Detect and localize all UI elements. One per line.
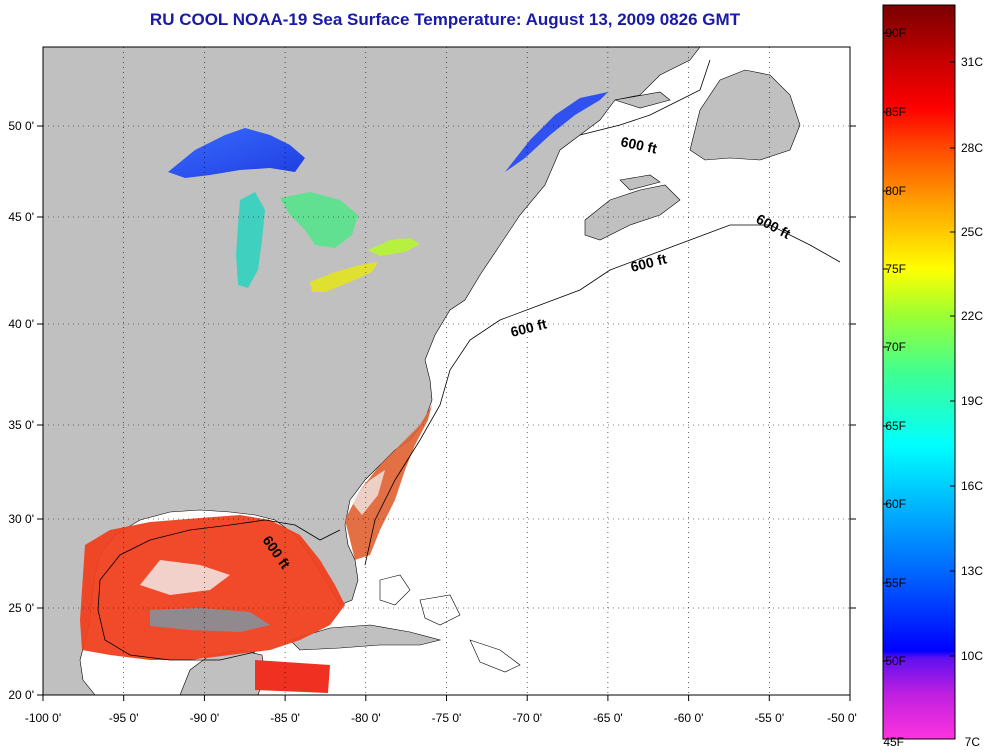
colorbar-f-label: 80F (885, 184, 906, 198)
colorbar-f-label: 60F (885, 497, 906, 511)
contour-600ft-canada (579, 59, 711, 136)
colorbar-c-label: 25C (961, 225, 983, 239)
st-lawrence-river (505, 92, 608, 172)
colorbar-f-label: 45F (883, 735, 904, 749)
map-title: RU COOL NOAA-19 Sea Surface Temperature:… (149, 10, 741, 29)
sst-gulf-patch-cool (150, 608, 270, 632)
lat-tick-label: 25 0' (8, 601, 34, 615)
colorbar-c-labels: 31C 28C 25C 22C 19C 16C 13C 10C 7C (961, 55, 983, 749)
lon-tick-label: -100 0' (25, 711, 61, 725)
lake-michigan (236, 192, 265, 288)
colorbar-f-label: 85F (885, 105, 906, 119)
contour-600ft-atlantic (364, 224, 841, 566)
grid-lines (43, 47, 850, 695)
bahamas-banks (379, 574, 521, 673)
colorbar-f-label: 65F (885, 419, 906, 433)
colorbar-c-label: 28C (961, 141, 983, 155)
colorbar-c-label: 19C (961, 394, 983, 408)
lat-tick-label: 45 0' (8, 210, 34, 224)
land-cuba (289, 624, 442, 651)
lake-huron (280, 192, 358, 248)
colorbar-f-labels: 90F 85F 80F 75F 70F 65F 60F 55F 50F 45F (883, 26, 906, 749)
land-yucatan (179, 649, 266, 695)
lake-superior (168, 128, 305, 178)
sst-atlantic-patch (350, 470, 385, 515)
lon-tick-label: -90 0' (190, 711, 220, 725)
lon-tick-label: -60 0' (674, 711, 704, 725)
tick-marks (37, 125, 856, 701)
colorbar-c-label: 10C (961, 649, 983, 663)
colorbar-f-label: 55F (885, 576, 906, 590)
lat-tick-labels: 50 0' 45 0' 40 0' 35 0' 30 0' 25 0' 20 0… (8, 119, 34, 702)
land-anticosti (614, 91, 671, 109)
colorbar-f-label: 75F (885, 262, 906, 276)
lon-tick-label: -55 0' (754, 711, 784, 725)
lat-tick-label: 50 0' (8, 119, 34, 133)
colorbar-f-label: 90F (885, 26, 906, 40)
lat-tick-label: 35 0' (8, 418, 34, 432)
contour-label: 600 ft (619, 133, 658, 156)
colorbar-c-label: 22C (961, 309, 983, 323)
lon-tick-label: -85 0' (270, 711, 300, 725)
colorbar-c-label: 16C (961, 479, 983, 493)
lake-erie (310, 262, 378, 292)
colorbar-c-label: 31C (961, 55, 983, 69)
colorbar-ticks (883, 32, 955, 662)
lon-tick-label: -80 0' (351, 711, 381, 725)
contour-600ft-gulf (97, 519, 341, 661)
lon-tick-label: -50 0' (827, 711, 857, 725)
lat-tick-label: 40 0' (8, 317, 34, 331)
lon-tick-label: -65 0' (593, 711, 623, 725)
colorbar-f-label: 50F (885, 654, 906, 668)
sst-atlantic-coast (345, 405, 432, 560)
colorbar (882, 4, 956, 740)
sst-gulf-patch (140, 560, 230, 595)
land-newfoundland (689, 69, 801, 161)
lon-tick-label: -75 0' (432, 711, 462, 725)
land-pei (619, 174, 661, 191)
lon-tick-label: -70 0' (512, 711, 542, 725)
land-nova-scotia (584, 184, 681, 241)
lon-tick-labels: -100 0' -95 0' -90 0' -85 0' -80 0' -75 … (25, 711, 857, 725)
sst-caribbean (255, 660, 330, 693)
colorbar-c-label: 7C (965, 735, 981, 749)
lon-tick-label: -95 0' (109, 711, 139, 725)
lake-ontario (368, 238, 420, 256)
colorbar-f-label: 70F (885, 340, 906, 354)
colorbar-c-label: 13C (961, 564, 983, 578)
lat-tick-label: 30 0' (8, 512, 34, 526)
lat-tick-label: 20 0' (8, 688, 34, 702)
